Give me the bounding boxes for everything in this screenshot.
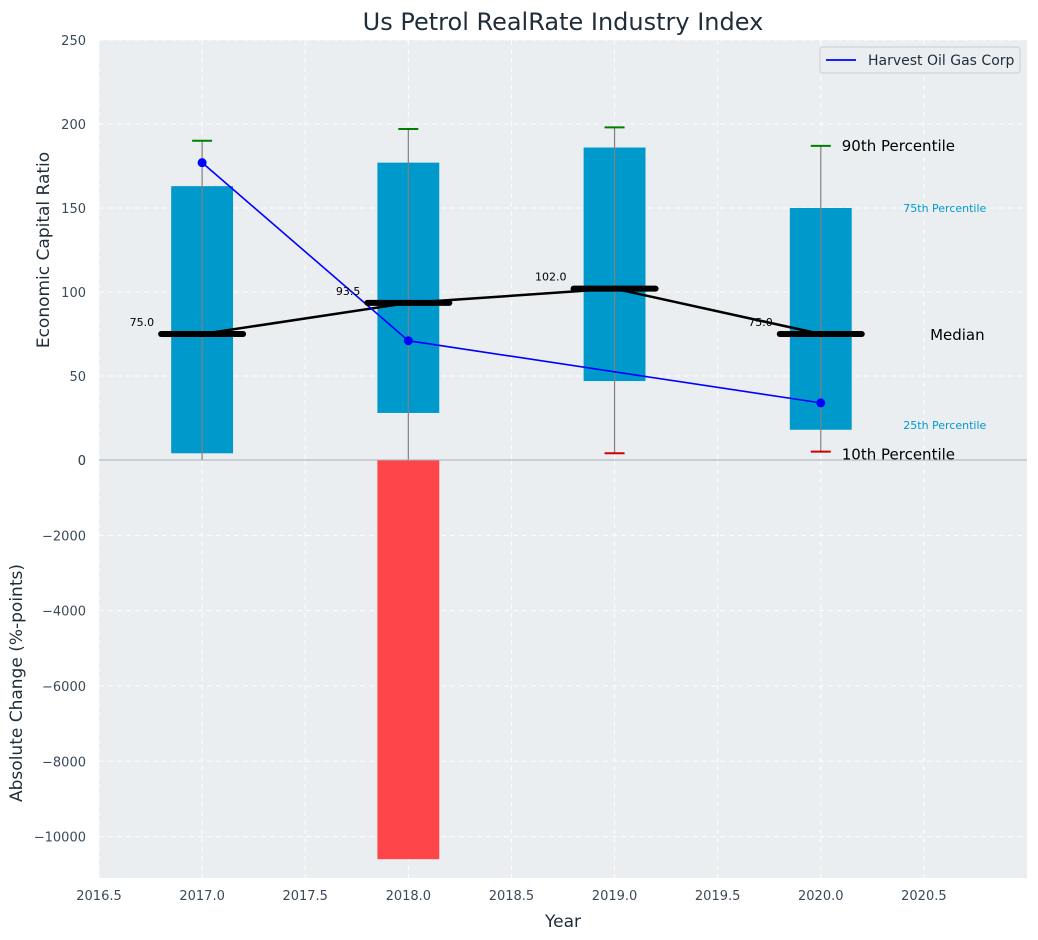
median-markers: 75.0 93.5 102.0 75.0 xyxy=(130,271,865,337)
legend-entry-label: Harvest Oil Gas Corp xyxy=(868,53,1015,69)
x-tick-label: 2017.0 xyxy=(179,889,225,904)
y-tick-label: 0 xyxy=(78,454,86,469)
x-tick-label: 2017.5 xyxy=(282,889,328,904)
y-tick-label: 250 xyxy=(61,34,86,49)
top-plot-background xyxy=(99,40,1027,460)
company-line xyxy=(197,158,826,408)
percentile-annotations: 90th Percentile 75th Percentile Median 25th… xyxy=(842,137,987,464)
median-value-label: 102.0 xyxy=(535,271,567,284)
y-tick-label: 100 xyxy=(61,286,86,301)
x-tick-label: 2020.0 xyxy=(798,889,844,904)
y-tick-label: −10000 xyxy=(34,831,86,846)
median-trend-line xyxy=(201,287,822,336)
x-ticks: 2016.5 2017.0 2017.5 2018.0 2018.5 2019.0 2019… xyxy=(76,889,946,904)
x-axis-label: Year xyxy=(544,912,581,932)
x-tick-label: 2018.5 xyxy=(489,889,535,904)
median-value-label: 75.0 xyxy=(130,316,155,329)
top-y-ticks: 0 50 100 150 200 250 xyxy=(61,34,86,469)
median-value-label: 75.0 xyxy=(748,316,773,329)
company-point xyxy=(403,336,413,346)
legend-box xyxy=(819,46,1021,74)
chart-title: Us Petrol RealRate Industry Index xyxy=(363,8,764,36)
bottom-y-ticks: 0 −2000 −4000 −6000 −8000 −10000 xyxy=(34,454,86,846)
y-tick-label: −2000 xyxy=(42,529,86,544)
legend: Harvest Oil Gas Corp xyxy=(819,46,1021,74)
percentile-annotation: 90th Percentile xyxy=(842,137,955,155)
top-y-axis-label: Economic Capital Ratio xyxy=(34,152,54,348)
y-tick-label: −4000 xyxy=(42,605,86,620)
y-tick-label: 0 xyxy=(78,454,86,469)
x-tick-label: 2019.5 xyxy=(695,889,741,904)
bottom-plot-background xyxy=(99,460,1027,878)
y-tick-label: 150 xyxy=(61,202,86,217)
company-point xyxy=(197,158,207,168)
y-tick-label: −8000 xyxy=(42,755,86,770)
x-tick-label: 2019.0 xyxy=(592,889,638,904)
x-tick-label: 2020.5 xyxy=(901,889,947,904)
median-line xyxy=(201,287,822,336)
x-tick-label: 2016.5 xyxy=(76,889,122,904)
percentile-annotation: 75th Percentile xyxy=(903,202,986,215)
y-tick-label: 50 xyxy=(69,370,86,385)
y-tick-label: 200 xyxy=(61,118,86,133)
percentile-annotation: 25th Percentile xyxy=(903,419,986,432)
company-point xyxy=(816,398,826,408)
bottom-y-axis-label: Absolute Change (%-points) xyxy=(7,564,27,802)
y-tick-label: −6000 xyxy=(42,680,86,695)
percentile-annotation: Median xyxy=(930,326,985,344)
change-bar xyxy=(377,460,440,860)
median-value-label: 93.5 xyxy=(336,285,361,298)
x-tick-label: 2018.0 xyxy=(386,889,432,904)
change-bars xyxy=(377,460,440,860)
bottom-grid xyxy=(98,459,1027,878)
percentile-annotation: 10th Percentile xyxy=(842,446,955,464)
